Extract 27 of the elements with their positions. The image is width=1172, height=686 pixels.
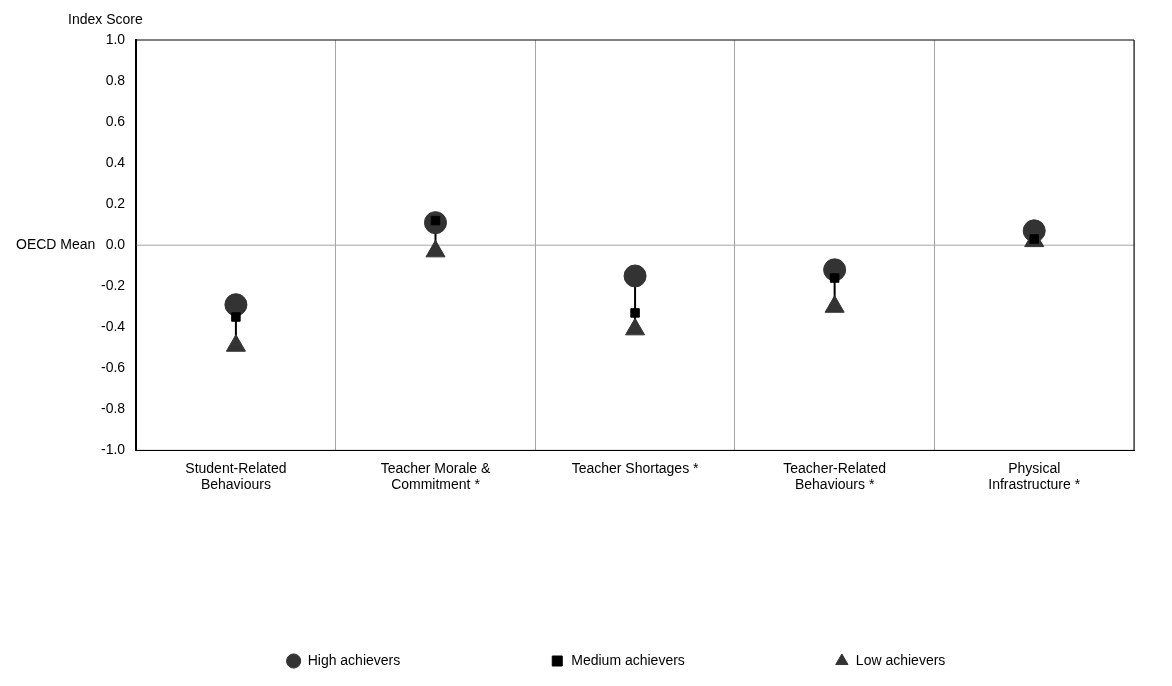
legend-label: Low achievers [855,651,946,668]
x-tick-label: Teacher Morale & Commitment * [380,459,492,493]
point [224,293,248,317]
x-tick-label: Student-Related Behaviours [185,459,287,493]
x-tick-label: Teacher Shortages * [571,459,700,476]
x-tick-label: Teacher-Related Behaviours * [783,459,886,493]
y-tick-label: -0.6 [101,359,126,376]
ref-line-label: OECD Mean [16,236,96,253]
y-tick-label: 0.0 [105,236,126,253]
y-tick-label: 0.6 [105,112,126,129]
y-axis-title: Index Score [68,10,143,27]
point [1029,234,1039,244]
point [623,264,647,288]
y-tick-label: -1.0 [101,441,126,458]
point [630,308,640,318]
y-tick-label: 0.8 [105,71,126,88]
y-tick-label: -0.4 [101,318,126,335]
point [231,312,241,322]
x-tick-label: Physical Infrastructure * [988,459,1081,493]
legend-label: Medium achievers [571,651,685,668]
point [829,273,840,283]
y-tick-label: -0.8 [101,400,126,417]
y-tick-label: 1.0 [105,30,126,47]
legend-label: High achievers [307,651,401,668]
y-tick-label: 0.4 [105,153,126,170]
y-tick-label: 0.2 [105,195,126,212]
y-tick-label: -0.2 [101,277,126,294]
